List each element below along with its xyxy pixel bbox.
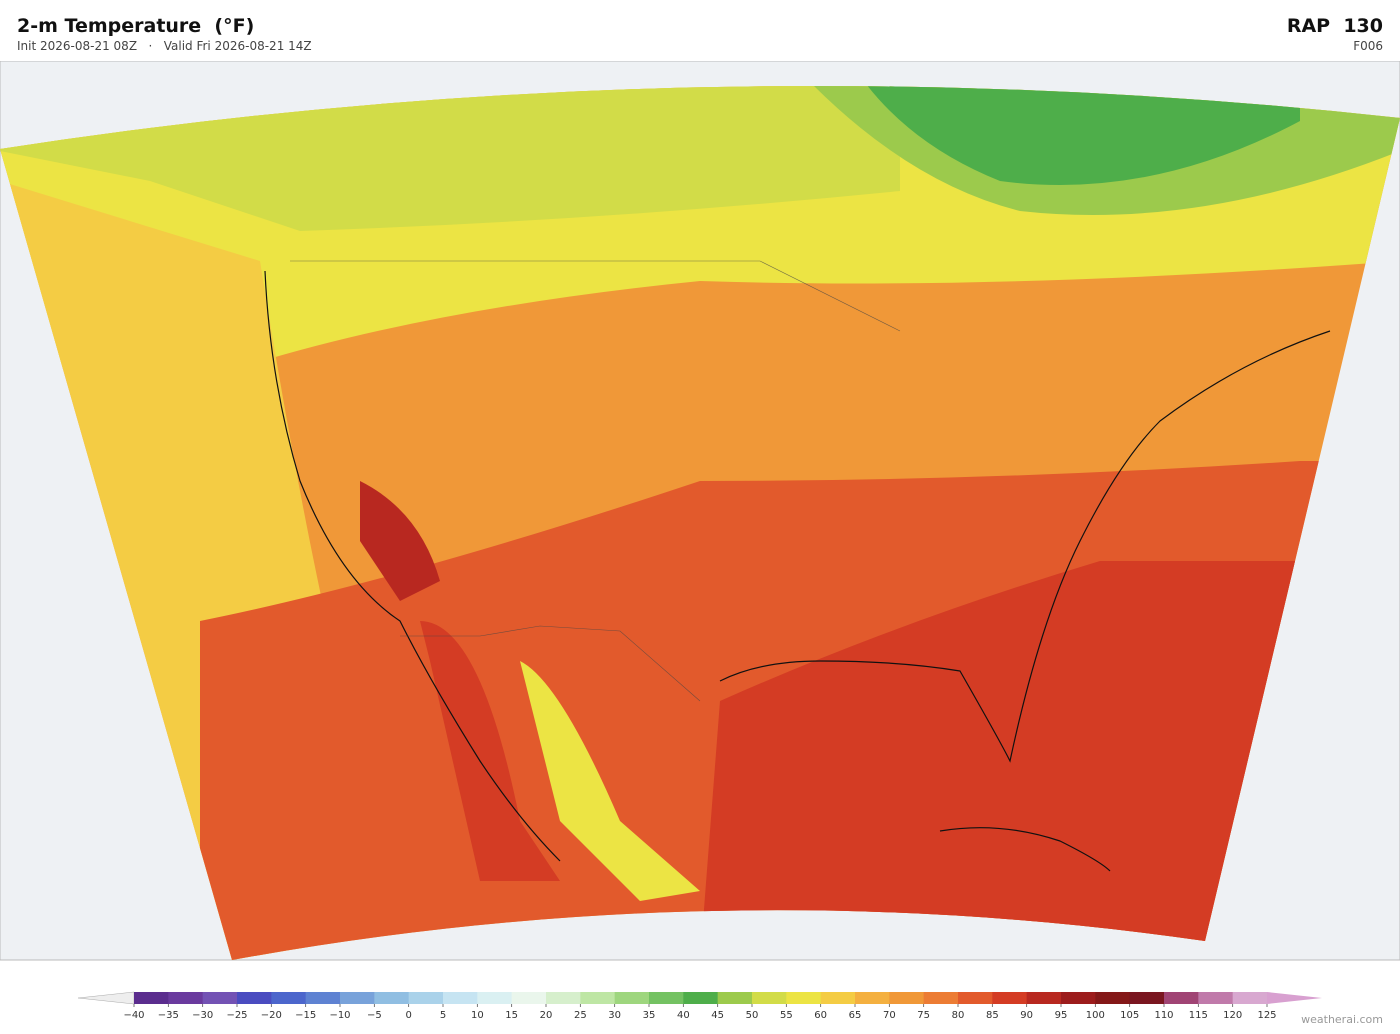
colorbar-tick-label: −35 <box>158 1010 179 1021</box>
colorbar-tick-label: 25 <box>574 1010 587 1021</box>
colorbar-segment <box>1232 992 1268 1004</box>
colorbar-segment <box>305 992 341 1004</box>
colorbar-segment <box>855 992 890 1004</box>
colorbar-segment <box>134 992 169 1004</box>
colorbar-segment <box>786 992 822 1004</box>
temperature-field <box>0 85 1400 960</box>
colorbar-over <box>1267 992 1322 1004</box>
colorbar-segment <box>717 992 753 1004</box>
colorbar-tick-label: 55 <box>780 1010 793 1021</box>
colorbar-tick-label: 105 <box>1120 1010 1139 1021</box>
colorbar-tick-label: 45 <box>711 1010 724 1021</box>
colorbar-segment <box>923 992 959 1004</box>
model: RAP 130 <box>1286 15 1383 37</box>
borders <box>290 260 901 702</box>
forecast-hour: F006 <box>1353 39 1383 53</box>
colorbar-segment <box>1198 992 1234 1004</box>
colorbar-tick-label: −10 <box>329 1010 350 1021</box>
colorbar-segment <box>1095 992 1131 1004</box>
subtitle: Init 2026-08-21 08Z · Valid Fri 2026-08-… <box>17 39 312 53</box>
colorbar-segment <box>168 992 204 1004</box>
colorbar-segment <box>683 992 719 1004</box>
colorbar-segment <box>511 992 547 1004</box>
colorbar-segment <box>752 992 787 1004</box>
colorbar-segment <box>958 992 993 1004</box>
header: 2-m Temperature (°F) Init 2026-08-21 08Z… <box>0 0 1400 62</box>
colorbar-tick-label: −20 <box>261 1010 282 1021</box>
map <box>0 61 1400 961</box>
colorbar-segment <box>340 992 375 1004</box>
colorbar-segment <box>992 992 1028 1004</box>
colorbar-tick-label: 65 <box>849 1010 862 1021</box>
colorbar-tick-label: −30 <box>192 1010 213 1021</box>
colorbar-tick-label: 30 <box>608 1010 621 1021</box>
colorbar-segment <box>237 992 272 1004</box>
colorbar-tick-label: 35 <box>643 1010 656 1021</box>
title: 2-m Temperature (°F) <box>17 15 255 37</box>
colorbar-tick-label: 115 <box>1189 1010 1208 1021</box>
colorbar-tick-label: 20 <box>540 1010 553 1021</box>
colorbar: weatherai.com −40 −35 −30 −25 −20 −15 −10 −5 0 5 1… <box>77 991 1383 1026</box>
colorbar-segment <box>614 992 650 1004</box>
colorbar-segment <box>202 992 238 1004</box>
colorbar-segment <box>1061 992 1096 1004</box>
colorbar-segment <box>649 992 684 1004</box>
watermark: weatherai.com <box>1301 1013 1383 1026</box>
colorbar-tick-label: 85 <box>986 1010 999 1021</box>
colorbar-tick-label: 100 <box>1086 1010 1105 1021</box>
colorbar-tick-label: 70 <box>883 1010 896 1021</box>
colorbar-tick-label: 5 <box>440 1010 446 1021</box>
colorbar-under <box>77 991 135 1005</box>
colorbar-tick-label: −40 <box>123 1010 144 1021</box>
colorbar-segment <box>271 992 307 1004</box>
colorbar-segment <box>1164 992 1199 1004</box>
colorbar-tick-label: 10 <box>471 1010 484 1021</box>
colorbar-segment <box>477 992 513 1004</box>
colorbar-tick-label: 95 <box>1055 1010 1068 1021</box>
colorbar-segment <box>408 992 444 1004</box>
colorbar-segment <box>889 992 925 1004</box>
colorbar-segment <box>1026 992 1062 1004</box>
colorbar-tick-label: 120 <box>1223 1010 1242 1021</box>
colorbar-tick-label: 15 <box>505 1010 518 1021</box>
colorbar-tick-label: −5 <box>367 1010 382 1021</box>
colorbar-tick-label: 125 <box>1257 1010 1276 1021</box>
colorbar-tick-label: −15 <box>295 1010 316 1021</box>
colorbar-tick-label: 40 <box>677 1010 690 1021</box>
colorbar-tick-label: 60 <box>814 1010 827 1021</box>
colorbar-tick-label: 75 <box>917 1010 930 1021</box>
colorbar-tick-label: 80 <box>952 1010 965 1021</box>
colorbar-segment <box>580 992 616 1004</box>
colorbar-segment <box>546 992 581 1004</box>
colorbar-tick-label: 0 <box>405 1010 411 1021</box>
colorbar-tick-label: 90 <box>1020 1010 1033 1021</box>
colorbar-segment <box>374 992 410 1004</box>
colorbar-tick-label: −25 <box>226 1010 247 1021</box>
colorbar-tick-label: 50 <box>746 1010 759 1021</box>
colorbar-segment <box>820 992 856 1004</box>
colorbar-segment <box>1129 992 1165 1004</box>
coastlines <box>264 270 1331 872</box>
colorbar-segment <box>443 992 478 1004</box>
colorbar-tick-label: 110 <box>1154 1010 1173 1021</box>
